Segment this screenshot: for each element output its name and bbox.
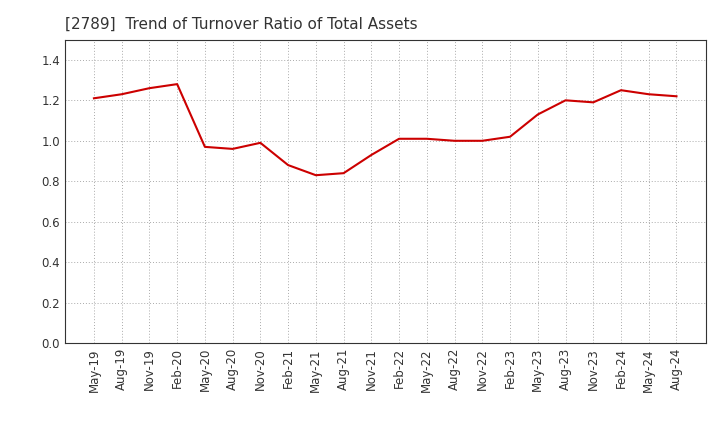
Text: [2789]  Trend of Turnover Ratio of Total Assets: [2789] Trend of Turnover Ratio of Total …	[65, 16, 418, 32]
